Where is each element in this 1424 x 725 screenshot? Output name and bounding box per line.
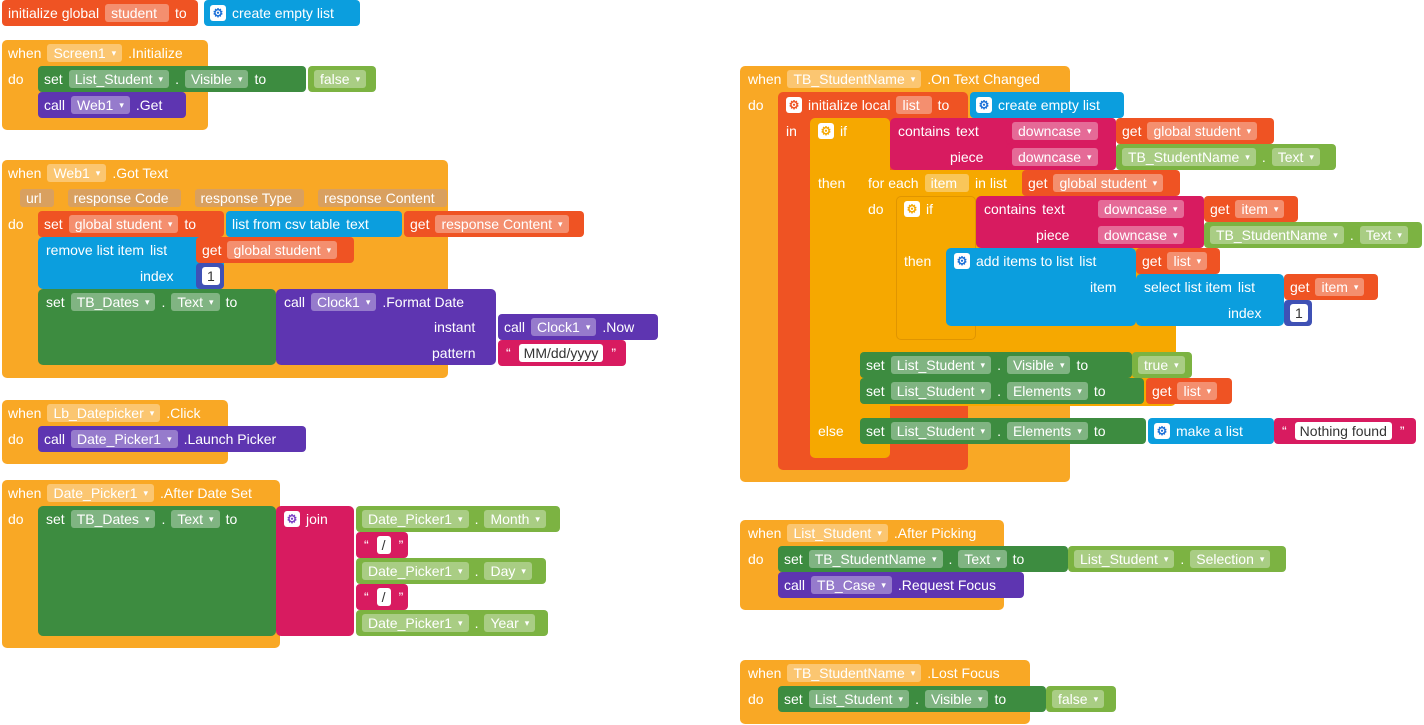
set-global-student-block[interactable]: set global student to bbox=[38, 211, 224, 237]
get-item-block[interactable]: get item bbox=[1204, 196, 1298, 222]
get-item-block-2[interactable]: get item bbox=[1284, 274, 1378, 300]
gear-icon[interactable]: ⚙ bbox=[976, 97, 992, 113]
join-block[interactable] bbox=[276, 506, 354, 636]
pattern-string-block[interactable]: “MM/dd/yyyy” bbox=[498, 340, 626, 366]
request-focus-block[interactable]: call TB_Case .Request Focus bbox=[778, 572, 1024, 598]
gear-icon[interactable]: ⚙ bbox=[210, 5, 226, 21]
get-global-student-2[interactable]: get global student bbox=[1022, 170, 1180, 196]
set-visible-block[interactable]: set List_Student. Visible to bbox=[38, 66, 306, 92]
nothing-found-string[interactable]: “Nothing found” bbox=[1274, 418, 1416, 444]
number-block[interactable]: 1 bbox=[196, 263, 224, 289]
component-dropdown[interactable]: Screen1 bbox=[47, 44, 123, 62]
day-block[interactable]: Date_Picker1. Day bbox=[356, 558, 546, 584]
gear-icon[interactable]: ⚙ bbox=[786, 97, 802, 113]
false-block-2[interactable]: false bbox=[1046, 686, 1116, 712]
get-response-block[interactable]: get response Content bbox=[404, 211, 584, 237]
call-web-get-block[interactable]: call Web1 .Get bbox=[38, 92, 186, 118]
get-list-block[interactable]: get list bbox=[1136, 248, 1220, 274]
downcase-block-3[interactable]: downcase bbox=[1092, 196, 1204, 222]
true-block[interactable]: true bbox=[1132, 352, 1192, 378]
get-global-student[interactable]: get global student bbox=[1116, 118, 1274, 144]
make-a-list-block[interactable]: ⚙ make a list bbox=[1148, 418, 1274, 444]
downcase-block[interactable]: downcase bbox=[1006, 118, 1116, 144]
slash-string-2[interactable]: “/” bbox=[356, 584, 408, 610]
do-label: do bbox=[8, 71, 24, 87]
set-visible-false[interactable]: set List_Student. Visible to bbox=[778, 686, 1046, 712]
gear-icon[interactable]: ⚙ bbox=[1154, 423, 1170, 439]
get-list-block-2[interactable]: get list bbox=[1146, 378, 1232, 404]
launch-picker-block[interactable]: call Date_Picker1 .Launch Picker bbox=[38, 426, 306, 452]
gear-icon[interactable]: ⚙ bbox=[954, 253, 970, 269]
remove-list-item-block[interactable] bbox=[38, 237, 224, 289]
tb-text-block[interactable]: TB_StudentName. Text bbox=[1116, 144, 1336, 170]
slash-string[interactable]: “/” bbox=[356, 532, 408, 558]
create-empty-list-local[interactable]: ⚙ create empty list bbox=[970, 92, 1124, 118]
set-elements-else[interactable]: set List_Student. Elements to bbox=[860, 418, 1146, 444]
downcase-block-4[interactable]: downcase bbox=[1092, 222, 1204, 248]
create-empty-list-block[interactable]: ⚙ create empty list bbox=[204, 0, 360, 26]
list-from-csv-block[interactable]: list from csv table text bbox=[226, 211, 402, 237]
false-block[interactable]: false bbox=[308, 66, 376, 92]
init-global-block[interactable]: initialize global student to bbox=[2, 0, 198, 26]
number-block-2[interactable]: 1 bbox=[1284, 300, 1312, 326]
get-global-student[interactable]: get global student bbox=[196, 237, 354, 263]
downcase-block-2[interactable]: downcase bbox=[1006, 144, 1116, 170]
gear-icon[interactable]: ⚙ bbox=[284, 511, 300, 527]
set-visible-true[interactable]: set List_Student. Visible to bbox=[860, 352, 1132, 378]
clock-now-block[interactable]: call Clock1 .Now bbox=[498, 314, 658, 340]
add-items-block[interactable] bbox=[946, 248, 1136, 326]
year-block[interactable]: Date_Picker1. Year bbox=[356, 610, 548, 636]
event-params: url response Code response Type response… bbox=[14, 185, 453, 211]
selection-block[interactable]: List_Student. Selection bbox=[1068, 546, 1286, 572]
set-tbstudent-text[interactable]: set TB_StudentName. Text to bbox=[778, 546, 1068, 572]
select-list-item-block[interactable] bbox=[1136, 274, 1284, 326]
gear-icon[interactable]: ⚙ bbox=[818, 123, 834, 139]
gear-icon[interactable]: ⚙ bbox=[904, 201, 920, 217]
tb-text-block-2[interactable]: TB_StudentName. Text bbox=[1204, 222, 1422, 248]
month-block[interactable]: Date_Picker1. Month bbox=[356, 506, 560, 532]
global-var-name[interactable]: student bbox=[105, 4, 169, 22]
set-elements-block[interactable]: set List_Student. Elements to bbox=[860, 378, 1144, 404]
